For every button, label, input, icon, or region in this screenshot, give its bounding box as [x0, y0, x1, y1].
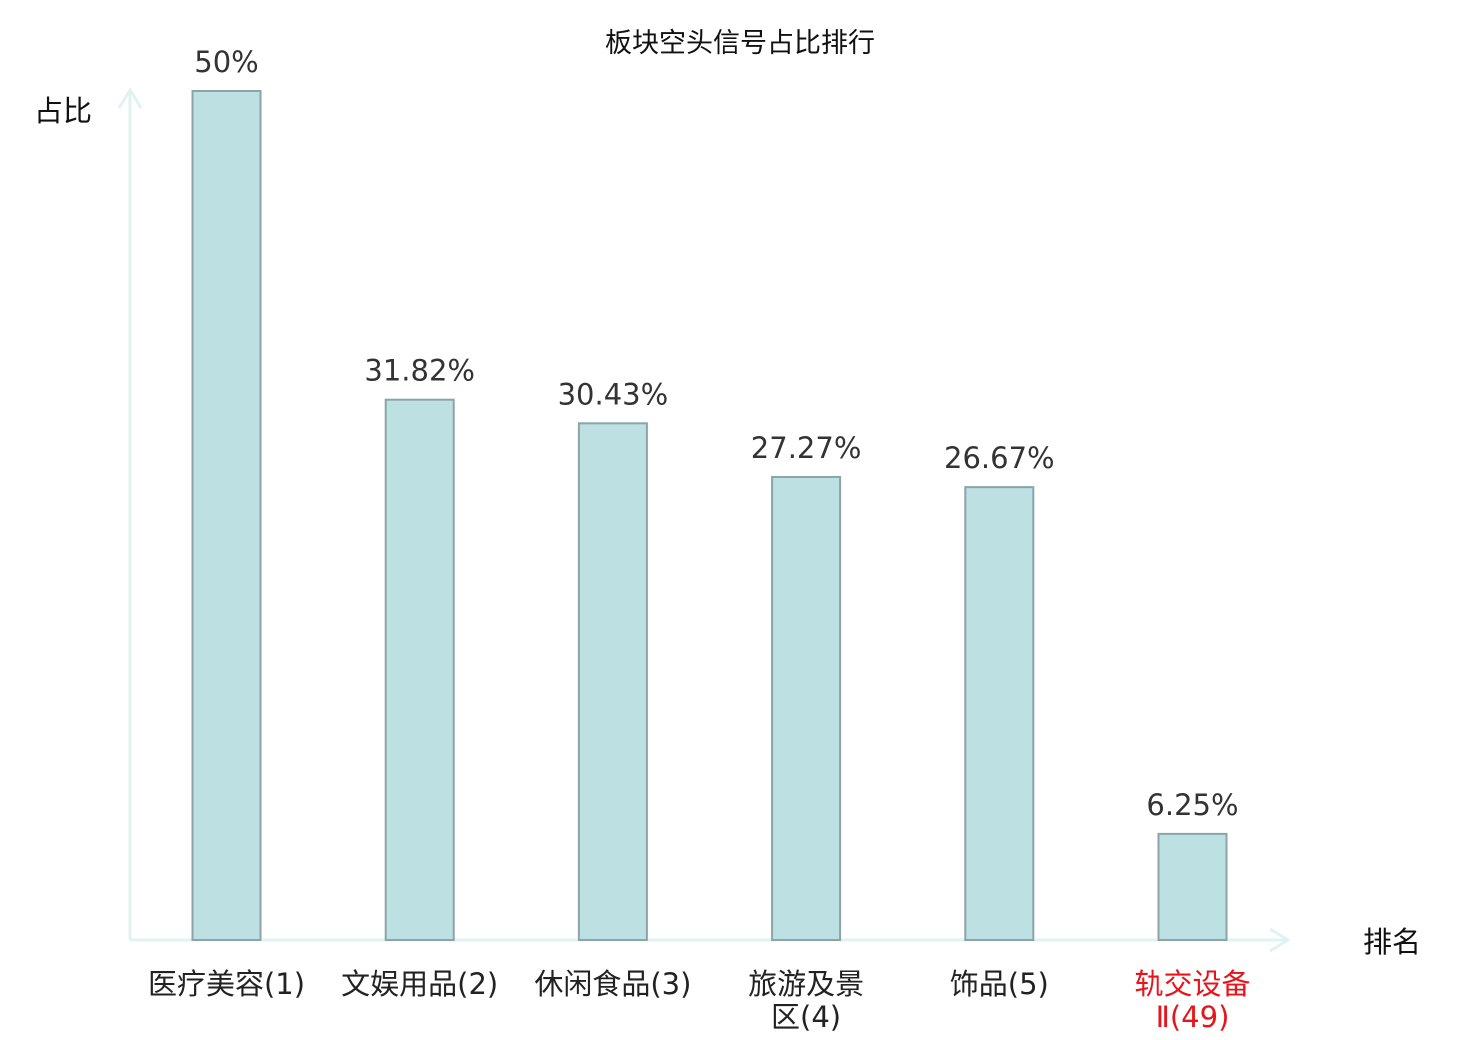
value-label: 30.43%: [558, 377, 669, 411]
bar: [771, 475, 842, 941]
category-label: Ⅱ(49): [1156, 1000, 1230, 1034]
chart-title: 板块空头信号占比排行: [605, 28, 875, 59]
value-label: 50%: [194, 45, 258, 79]
bar: [1157, 832, 1228, 941]
axes: [117, 87, 1291, 953]
value-label: 31.82%: [364, 354, 475, 388]
category-label: 旅游及景: [748, 967, 864, 1001]
bar: [191, 90, 262, 941]
value-label: 27.27%: [751, 431, 862, 465]
value-labels-group: 50% 31.82% 30.43% 27.27% 26.67% 6.25%: [194, 45, 1238, 822]
category-label: 医疗美容(1): [148, 967, 305, 1001]
y-axis-label: 占比: [34, 94, 92, 128]
category-label: 区(4): [771, 1000, 841, 1034]
y-axis-arrow: [117, 87, 143, 109]
category-label: 文娱用品(2): [341, 967, 498, 1001]
bar: [577, 422, 648, 942]
category-label: 轨交设备: [1134, 967, 1250, 1001]
value-label: 26.67%: [944, 441, 1055, 475]
x-axis-arrow: [1269, 927, 1291, 953]
category-label: 饰品(5): [950, 967, 1049, 1001]
bar: [964, 486, 1035, 941]
bars-group: [191, 90, 1228, 942]
x-axis-label: 排名: [1363, 925, 1421, 959]
value-label: 6.25%: [1146, 788, 1238, 822]
bar: [384, 398, 455, 941]
category-label: 休闲食品(3): [534, 967, 691, 1001]
